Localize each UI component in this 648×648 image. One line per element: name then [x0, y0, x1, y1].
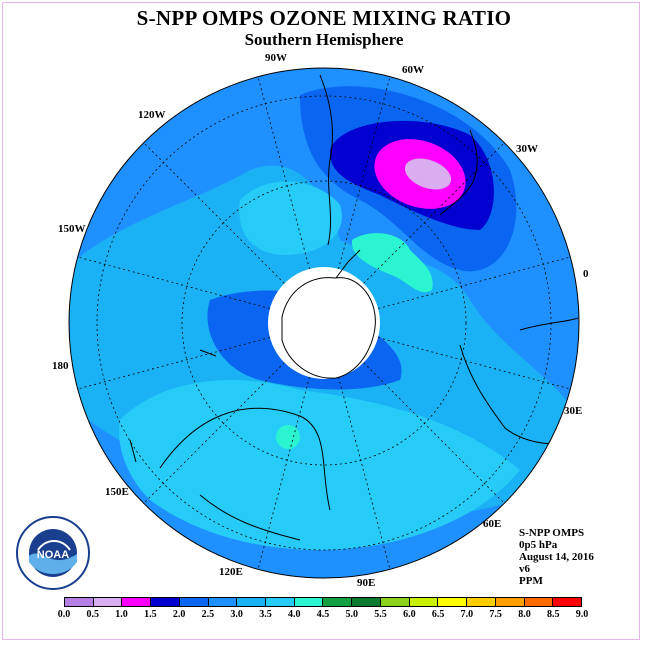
lon-label-180: 180: [52, 360, 69, 372]
colorbar-tick-label: 0.0: [57, 609, 71, 620]
lon-label-30w: 30W: [516, 143, 538, 155]
colorbar-swatch: [438, 598, 468, 606]
meridian-line: [363, 142, 505, 284]
lon-label-120e: 120E: [219, 566, 243, 578]
colorbar-swatch: [93, 598, 123, 606]
noaa-logo: NOAA: [16, 516, 90, 590]
colorbar-swatch: [467, 598, 496, 606]
info-version: v6: [519, 563, 530, 575]
lon-label-90e: 90E: [357, 577, 376, 589]
field-0p5-region: [404, 158, 452, 190]
info-product: S-NPP OMPS: [519, 527, 585, 539]
colorbar-tick-label: 6.5: [431, 609, 445, 620]
colorbar-swatch: [237, 598, 267, 606]
colorbar-swatch: [380, 598, 410, 606]
colorbar-tick-label: 0.5: [86, 609, 100, 620]
colorbar-tick-label: 3.5: [259, 609, 272, 620]
field-4p0-region: [351, 233, 433, 293]
meridian-line: [77, 337, 271, 390]
meridian-line: [377, 256, 571, 309]
colorbar-swatch: [122, 598, 152, 606]
info-units: PPM: [519, 575, 543, 587]
meridian-line: [363, 362, 505, 504]
info-level: 0p5 hPa: [519, 539, 558, 551]
meridian-line: [77, 256, 271, 309]
lon-label-30e: 30E: [564, 405, 583, 417]
info-block: S-NPP OMPS 0p5 hPa August 14, 2016 v6 PP…: [519, 527, 594, 587]
lon-label-150e: 150E: [105, 486, 129, 498]
map-subtitle: Southern Hemisphere: [244, 30, 404, 49]
meridian-line: [338, 76, 391, 270]
colorbar-tick-label: 7.0: [460, 609, 474, 620]
colorbar-tick-label: 4.0: [287, 609, 301, 620]
colorbar-tick-label: 9.0: [575, 609, 589, 620]
colorbar-swatch: [294, 598, 324, 606]
colorbar-tick-label: 5.0: [345, 609, 359, 620]
meridian-line: [377, 337, 571, 390]
colorbar-tick-label: 4.5: [316, 609, 330, 620]
colorbar-swatch: [524, 598, 554, 606]
colorbar-tick-label: 5.5: [374, 609, 387, 620]
colorbar-swatch: [65, 598, 94, 606]
colorbar-tick-label: 7.5: [489, 609, 502, 620]
lon-label-90w: 90W: [265, 52, 287, 64]
colorbar-tick-label: 3.0: [230, 609, 243, 620]
coastlines: [129, 74, 579, 541]
meridian-line: [143, 142, 285, 284]
info-date: August 14, 2016: [519, 551, 594, 563]
colorbar-swatch: [495, 598, 525, 606]
meridian-line: [338, 376, 391, 570]
colorbar-swatch: [409, 598, 439, 606]
figure-frame: [2, 2, 640, 640]
lon-label-0: 0: [583, 268, 589, 280]
colorbar-tick-label: 8.0: [518, 609, 531, 620]
colorbar-swatch: [352, 598, 381, 606]
noaa-logo-text: NOAA: [37, 549, 69, 561]
colorbar-swatch: [179, 598, 209, 606]
lon-label-150w: 150W: [58, 223, 86, 235]
colorbar-swatch: [266, 598, 295, 606]
lon-label-120w: 120W: [138, 109, 166, 121]
map-title: S-NPP OMPS OZONE MIXING RATIO: [136, 6, 512, 30]
colorbar-tick-label: 1.5: [144, 609, 157, 620]
colorbar-tick-label: 6.0: [403, 609, 416, 620]
colorbar-tick-label: 8.5: [546, 609, 560, 620]
colorbar-tick-label: 1.0: [115, 609, 128, 620]
colorbar-tick-label: 2.0: [172, 609, 186, 620]
colorbar-tick-label: 2.5: [201, 609, 215, 620]
pole-hole: [268, 267, 380, 379]
lon-label-60w: 60W: [402, 64, 424, 76]
map-boundary: [68, 67, 580, 579]
meridian-line: [257, 76, 310, 270]
meridian-line: [143, 362, 285, 504]
lon-label-60e: 60E: [483, 518, 502, 530]
meridian-line: [257, 376, 310, 570]
colorbar: [64, 597, 582, 607]
colorbar-swatch: [323, 598, 353, 606]
colorbar-swatch: [553, 598, 581, 606]
colorbar-swatch: [208, 598, 238, 606]
colorbar-swatch: [151, 598, 180, 606]
field-3p5-region: [119, 380, 521, 550]
